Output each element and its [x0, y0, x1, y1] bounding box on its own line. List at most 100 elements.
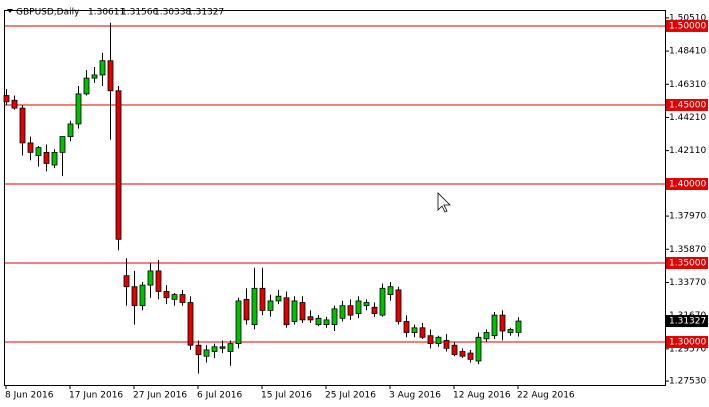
x-tick-label: 3 Aug 2016 [389, 391, 441, 401]
candle-body [443, 340, 450, 349]
y-tick-label: 1.48410 [669, 47, 706, 57]
candle-body [163, 291, 170, 299]
y-tick-label: 1.29570 [669, 344, 706, 354]
x-tick-label: 6 Jul 2016 [197, 391, 242, 401]
candle-body [419, 327, 426, 338]
header-close: 1.31327 [187, 8, 224, 18]
x-tick-label: 15 Jul 2016 [261, 391, 312, 401]
candle-body [395, 289, 402, 322]
candle-body [99, 60, 106, 76]
x-tick-label: 17 Jun 2016 [69, 391, 123, 401]
candle-body [243, 298, 250, 321]
level-label: 1.40000 [669, 179, 706, 189]
candle-body [307, 316, 314, 321]
candle-body [435, 336, 442, 344]
x-tick-label: 25 Jul 2016 [325, 391, 376, 401]
candle-body [283, 297, 290, 326]
y-tick-label: 1.27530 [669, 377, 706, 387]
header-open: 1.30611 [88, 8, 125, 18]
candle-body [251, 287, 258, 326]
candle-body [211, 346, 218, 352]
candle-body [451, 344, 458, 356]
candle-body [467, 352, 474, 360]
level-label: 1.30000 [669, 338, 706, 348]
candle-body [187, 302, 194, 346]
candle-body [155, 270, 162, 292]
candle-body [379, 287, 386, 316]
candle-body [499, 314, 506, 332]
level-label-bg [666, 19, 708, 32]
candle-body [83, 77, 90, 95]
chart-title: GBPUSD,Daily [16, 8, 80, 18]
menu-arrow [7, 9, 13, 13]
candle-body [427, 335, 434, 344]
candle-body [291, 300, 298, 322]
candle-body [459, 351, 466, 357]
candle-body [19, 107, 26, 144]
candle-body [235, 300, 242, 344]
candle-body [299, 302, 306, 321]
candle-body [259, 287, 266, 311]
level-label-bg [666, 177, 708, 190]
candle-body [195, 344, 202, 356]
candle-body [491, 314, 498, 337]
candle-body [51, 151, 58, 166]
candle-body [267, 300, 274, 311]
candle-body [483, 332, 490, 340]
candle-body [371, 306, 378, 314]
candle-body [403, 321, 410, 333]
candle-body [123, 275, 130, 288]
y-tick-label: 1.44210 [669, 113, 706, 123]
header-low: 1.30338 [154, 8, 191, 18]
candle-body [203, 349, 210, 357]
candle-body [75, 93, 82, 125]
candle-body [347, 305, 354, 316]
header-high: 1.31566 [121, 8, 158, 18]
candle-body [11, 99, 18, 109]
x-tick-label: 22 Aug 2016 [517, 391, 575, 401]
level-label: 1.45000 [669, 100, 706, 110]
y-tick-label: 1.50510 [669, 13, 706, 23]
candle-body [59, 136, 66, 153]
level-label-bg [666, 336, 708, 349]
candle-body [363, 302, 370, 307]
current-price-label: 1.31327 [669, 317, 706, 327]
level-label: 1.35000 [669, 259, 706, 269]
candle-body [355, 300, 362, 314]
candle-body [139, 284, 146, 307]
candle-body [3, 95, 10, 103]
mouse-cursor [437, 192, 451, 213]
candle-body [219, 346, 226, 349]
candle-body [171, 294, 178, 300]
candle-body [323, 319, 330, 326]
candle-body [43, 151, 50, 164]
y-tick-label: 1.37970 [669, 212, 706, 222]
candle-body [507, 328, 514, 333]
x-tick-label: 8 Jun 2016 [5, 391, 54, 401]
candle-body [339, 305, 346, 319]
candle-body [179, 294, 186, 303]
candle-body [275, 295, 282, 302]
candle-body [131, 286, 138, 307]
candle-body [515, 320, 522, 333]
x-tick-label: 12 Aug 2016 [453, 391, 511, 401]
x-tick-label: 27 Jun 2016 [133, 391, 187, 401]
candle-body [475, 336, 482, 362]
candle-body [35, 147, 42, 156]
y-tick-label: 1.42110 [669, 146, 706, 156]
candle-body [107, 60, 114, 92]
y-tick-label: 1.35870 [669, 245, 706, 255]
candle-body [315, 317, 322, 326]
current-price-bg [666, 315, 708, 328]
y-tick-label: 1.46310 [669, 80, 706, 90]
candle-body [411, 327, 418, 333]
y-tick-label: 1.33770 [669, 278, 706, 288]
candle-body [115, 90, 122, 240]
candle-body [67, 123, 74, 137]
candle-body [331, 308, 338, 326]
candle-body [147, 270, 154, 286]
candle-body [91, 74, 98, 79]
level-label-bg [666, 98, 708, 111]
candle-body [227, 343, 234, 352]
